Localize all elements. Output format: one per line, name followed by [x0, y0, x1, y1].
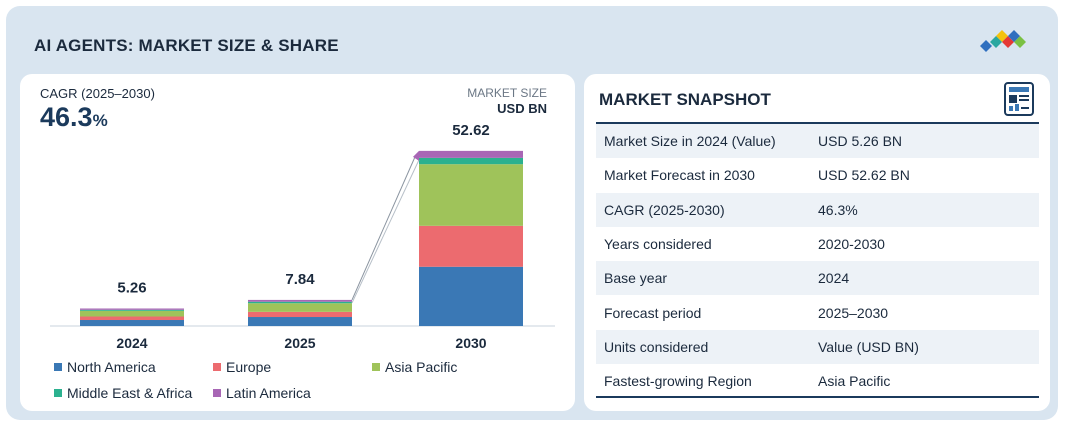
- market-size-chart-panel: CAGR (2025–2030) 46.3% MARKET SIZE USD B…: [20, 74, 575, 411]
- snapshot-key: Forecast period: [604, 304, 702, 321]
- legend-label-europe: Europe: [226, 359, 272, 375]
- market-size-unit: USD BN: [497, 101, 547, 116]
- snapshot-row-units-considered: Units considered Value (USD BN): [596, 329, 1039, 365]
- legend-swatch-latin-america: [213, 389, 221, 397]
- snapshot-row-cagr: CAGR (2025-2030) 46.3%: [596, 192, 1039, 227]
- legend-item-asia-pacific: Asia Pacific: [372, 359, 457, 375]
- bar-total-label-2025: 7.84: [285, 271, 315, 288]
- snapshot-key: Market Size in 2024 (Value): [604, 133, 776, 150]
- legend-label-north-america: North America: [67, 359, 156, 375]
- snapshot-row-base-year: Base year 2024: [596, 261, 1039, 296]
- market-snapshot-panel: MARKET SNAPSHOT Market Size in 2024 (Val…: [584, 74, 1050, 411]
- legend-label-latin-america: Latin America: [226, 385, 311, 401]
- snapshot-key: Market Forecast in 2030: [604, 167, 755, 184]
- snapshot-value: Value (USD BN): [818, 338, 919, 355]
- snapshot-value: 2025–2030: [818, 304, 889, 321]
- legend-label-asia-pacific: Asia Pacific: [385, 359, 458, 375]
- bar-segment-2024-europe: [80, 316, 184, 321]
- bar-segment-2025-north-america: [248, 317, 352, 326]
- diamond-cluster-logo-icon: [980, 30, 1026, 52]
- logo-diamond-blue-2: [980, 40, 992, 52]
- snapshot-row-years-considered: Years considered 2020-2030: [596, 227, 1039, 261]
- legend-item-latin-america: Latin America: [213, 385, 311, 401]
- bar-segment-2030-latin-america: [419, 150, 523, 158]
- cagr-unit: %: [92, 111, 108, 130]
- snapshot-table: Market Size in 2024 (Value) USD 5.26 BN …: [596, 124, 1039, 398]
- snapshot-row-fastest-growing-region: Fastest-growing Region Asia Pacific: [596, 364, 1039, 398]
- snapshot-title: MARKET SNAPSHOT: [599, 90, 771, 109]
- snapshot-value: 2020-2030: [818, 236, 885, 253]
- snapshot-row-forecast-period: Forecast period 2025–2030: [596, 295, 1039, 329]
- legend-item-middle-east-africa: Middle East & Africa: [54, 385, 192, 401]
- bar-segment-2025-asia-pacific: [248, 303, 352, 312]
- stacked-bar-chart: 5.26 2024 7.84 2025 52.62 2030: [50, 122, 555, 351]
- bar-segment-2030-asia-pacific: [419, 164, 523, 226]
- cagr-number: 46.3: [40, 102, 93, 132]
- snapshot-key: CAGR (2025-2030): [604, 201, 725, 218]
- legend-swatch-europe: [213, 363, 221, 371]
- bar-segment-2024-latin-america: [80, 308, 184, 310]
- snapshot-key: Years considered: [604, 236, 712, 253]
- snapshot-bottom-rule: [596, 396, 1039, 398]
- legend-item-north-america: North America: [54, 359, 156, 375]
- snapshot-row-market-size-2024: Market Size in 2024 (Value) USD 5.26 BN: [596, 124, 1039, 159]
- bar-segment-2030-north-america: [419, 266, 523, 326]
- snapshot-top-rule: [596, 122, 1039, 124]
- market-size-label: MARKET SIZE: [467, 86, 547, 100]
- logo-diamond-teal: [990, 36, 1002, 48]
- bar-segment-2030-middle-east-africa: [419, 157, 523, 165]
- bar-segment-2024-middle-east-africa: [80, 309, 184, 311]
- legend-swatch-middle-east-africa: [54, 389, 62, 397]
- bar-total-label-2030: 52.62: [452, 122, 490, 139]
- snapshot-value: Asia Pacific: [818, 373, 891, 390]
- snapshot-row-market-forecast-2030: Market Forecast in 2030 USD 52.62 BN: [596, 158, 1039, 192]
- bar-segment-2025-europe: [248, 311, 352, 318]
- report-document-icon: [1004, 82, 1034, 116]
- snapshot-key: Fastest-growing Region: [604, 373, 752, 390]
- bar-segment-2030-europe: [419, 225, 523, 267]
- bar-segment-2024-asia-pacific: [80, 310, 184, 317]
- legend-swatch-north-america: [54, 363, 62, 371]
- page-title: AI AGENTS: MARKET SIZE & SHARE: [34, 36, 339, 55]
- cagr-value: 46.3%: [40, 102, 108, 133]
- growth-connector-lower: [351, 159, 420, 304]
- legend-swatch-asia-pacific: [372, 363, 380, 371]
- legend-item-europe: Europe: [213, 359, 271, 375]
- growth-connector-cap: [413, 150, 419, 161]
- legend-label-middle-east-africa: Middle East & Africa: [67, 385, 193, 401]
- x-tick-label-2024: 2024: [116, 335, 147, 351]
- infographic-frame: AI AGENTS: MARKET SIZE & SHARE CAGR (202…: [6, 6, 1058, 420]
- snapshot-key: Units considered: [604, 338, 709, 355]
- logo-diamond-blue: [1008, 30, 1020, 42]
- bar-segment-2025-middle-east-africa: [248, 301, 352, 304]
- snapshot-value: 46.3%: [818, 201, 858, 218]
- x-tick-label-2025: 2025: [284, 335, 315, 351]
- snapshot-value: USD 5.26 BN: [818, 133, 903, 150]
- bar-segment-2024-north-america: [80, 320, 184, 326]
- snapshot-value: USD 52.62 BN: [818, 167, 910, 184]
- cagr-label: CAGR (2025–2030): [40, 86, 155, 101]
- growth-connector-upper: [351, 156, 416, 301]
- bar-segment-2025-latin-america: [248, 299, 352, 302]
- bar-total-label-2024: 5.26: [117, 279, 146, 296]
- snapshot-value: 2024: [818, 270, 850, 287]
- x-tick-label-2030: 2030: [455, 335, 486, 351]
- snapshot-key: Base year: [604, 270, 668, 287]
